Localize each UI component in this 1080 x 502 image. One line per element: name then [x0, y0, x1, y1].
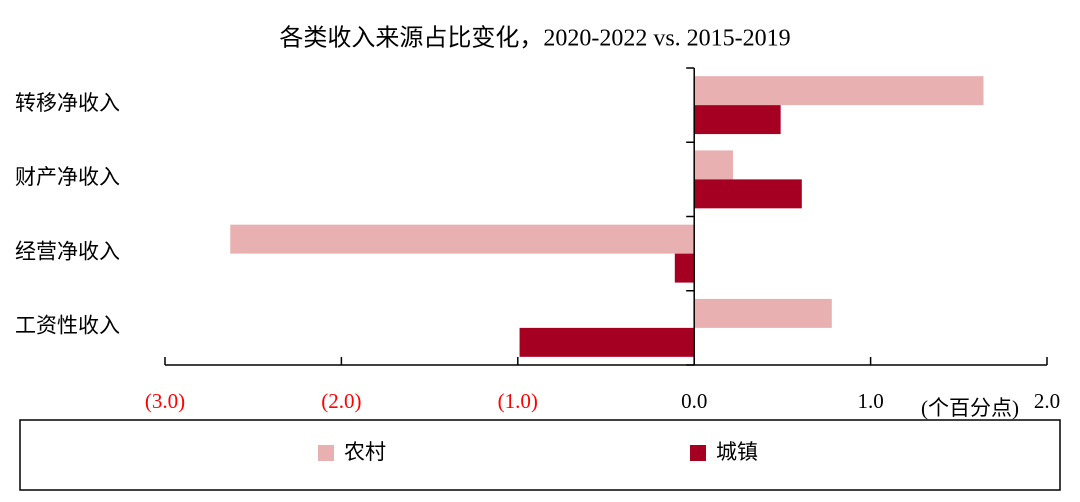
x-tick-label: (3.0): [145, 389, 185, 413]
bar: [694, 298, 832, 328]
legend-box: [19, 419, 1061, 491]
x-tick-label: (1.0): [498, 389, 538, 413]
y-tick-label: 经营净收入: [15, 239, 120, 263]
legend-label: 城镇: [716, 440, 758, 464]
y-tick-label: 财产净收入: [15, 165, 120, 189]
chart-title: 各类收入来源占比变化，2020-2022 vs. 2015-2019: [279, 25, 790, 52]
bar: [694, 150, 734, 180]
y-tick-label: 转移净收入: [15, 91, 120, 115]
legend-swatch: [690, 445, 706, 461]
legend-swatch: [318, 445, 334, 461]
bar: [694, 76, 984, 106]
bar: [694, 105, 781, 135]
bar: [694, 179, 802, 209]
x-tick-label: 2.0: [1034, 389, 1060, 413]
bar: [519, 327, 695, 357]
unit-label: (个百分点): [921, 396, 1019, 420]
x-tick-label: 0.0: [681, 389, 707, 413]
y-tick-label: 工资性收入: [15, 314, 120, 338]
x-tick-label: (2.0): [321, 389, 361, 413]
bar: [674, 253, 695, 283]
x-tick-label: 1.0: [857, 389, 883, 413]
legend-label: 农村: [344, 440, 386, 464]
bar: [230, 224, 695, 254]
